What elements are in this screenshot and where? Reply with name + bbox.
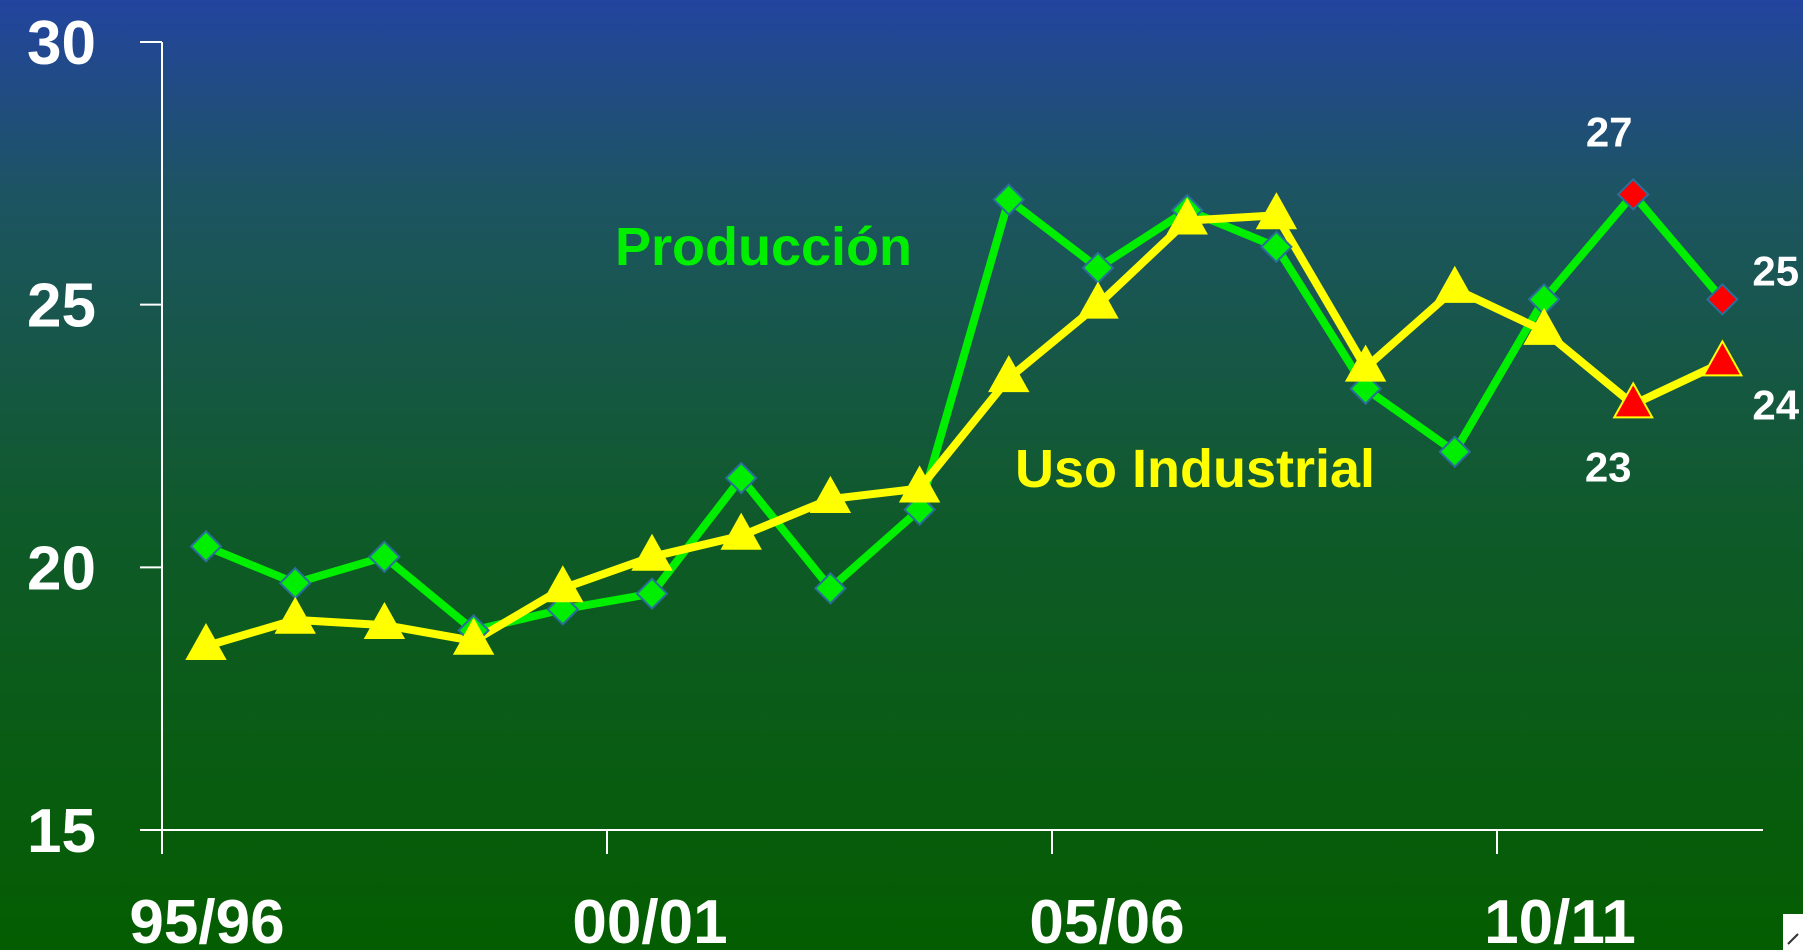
value-annotation: 23 <box>1585 443 1632 490</box>
data-point-produccion <box>1616 177 1650 211</box>
data-point-uso-industrial <box>1701 339 1744 377</box>
data-point-uso-industrial <box>1255 192 1298 230</box>
y-tick-label: 20 <box>27 534 96 603</box>
y-tick-label: 30 <box>27 9 96 78</box>
series-line-0 <box>204 190 1726 635</box>
data-point-produccion <box>724 461 758 495</box>
x-tick-label: 05/06 <box>1029 888 1184 950</box>
data-point-uso-industrial <box>1612 381 1654 419</box>
series-label-uso-industrial: Uso Industrial <box>1015 439 1375 499</box>
data-point-uso-industrial <box>1344 344 1387 382</box>
data-point-uso-industrial <box>631 533 673 571</box>
data-point-produccion <box>1438 435 1472 469</box>
data-point-produccion <box>1259 230 1293 264</box>
data-point-produccion <box>278 566 312 600</box>
data-point-uso-industrial <box>898 465 941 503</box>
data-point-uso-industrial <box>1434 265 1476 303</box>
series-label-produccion: Producción <box>615 217 912 277</box>
data-point-uso-industrial <box>274 596 316 634</box>
y-tick-label: 25 <box>27 272 96 341</box>
data-point-uso-industrial <box>542 565 584 603</box>
data-point-produccion <box>813 571 847 605</box>
data-point-produccion <box>1705 282 1739 316</box>
data-point-produccion <box>189 529 223 563</box>
data-point-uso-industrial <box>809 475 852 513</box>
labels: Producción Uso Industrial <box>615 217 1375 499</box>
data-point-uso-industrial <box>185 623 227 661</box>
data-point-produccion <box>992 183 1026 217</box>
y-tick-label: 15 <box>27 797 96 866</box>
value-annotation: 24 <box>1752 381 1799 428</box>
data-point-uso-industrial <box>1077 281 1119 319</box>
data-point-uso-industrial <box>1523 307 1565 345</box>
data-point-produccion <box>635 577 669 611</box>
x-tick-label: 00/01 <box>572 888 727 950</box>
axes: 15 20 25 30 95/96 00/01 05/06 10/11 <box>27 9 1763 950</box>
data-point-uso-industrial <box>1166 197 1208 235</box>
value-annotation: 25 <box>1752 247 1799 294</box>
data-point-uso-industrial <box>720 512 762 550</box>
data-point-uso-industrial <box>988 355 1030 393</box>
series-lines <box>204 190 1726 650</box>
value-annotation: 27 <box>1586 108 1633 155</box>
series-markers <box>185 177 1744 661</box>
x-tick-label: 10/11 <box>1484 888 1636 950</box>
annotations: 27 25 23 24 <box>1585 108 1800 490</box>
data-point-uso-industrial <box>452 617 495 655</box>
data-point-uso-industrial <box>363 601 406 640</box>
x-tick-label: 95/96 <box>129 888 284 950</box>
data-point-produccion <box>367 540 401 574</box>
corner-resize-icon <box>1783 914 1803 950</box>
series-line-1 <box>204 211 1725 650</box>
